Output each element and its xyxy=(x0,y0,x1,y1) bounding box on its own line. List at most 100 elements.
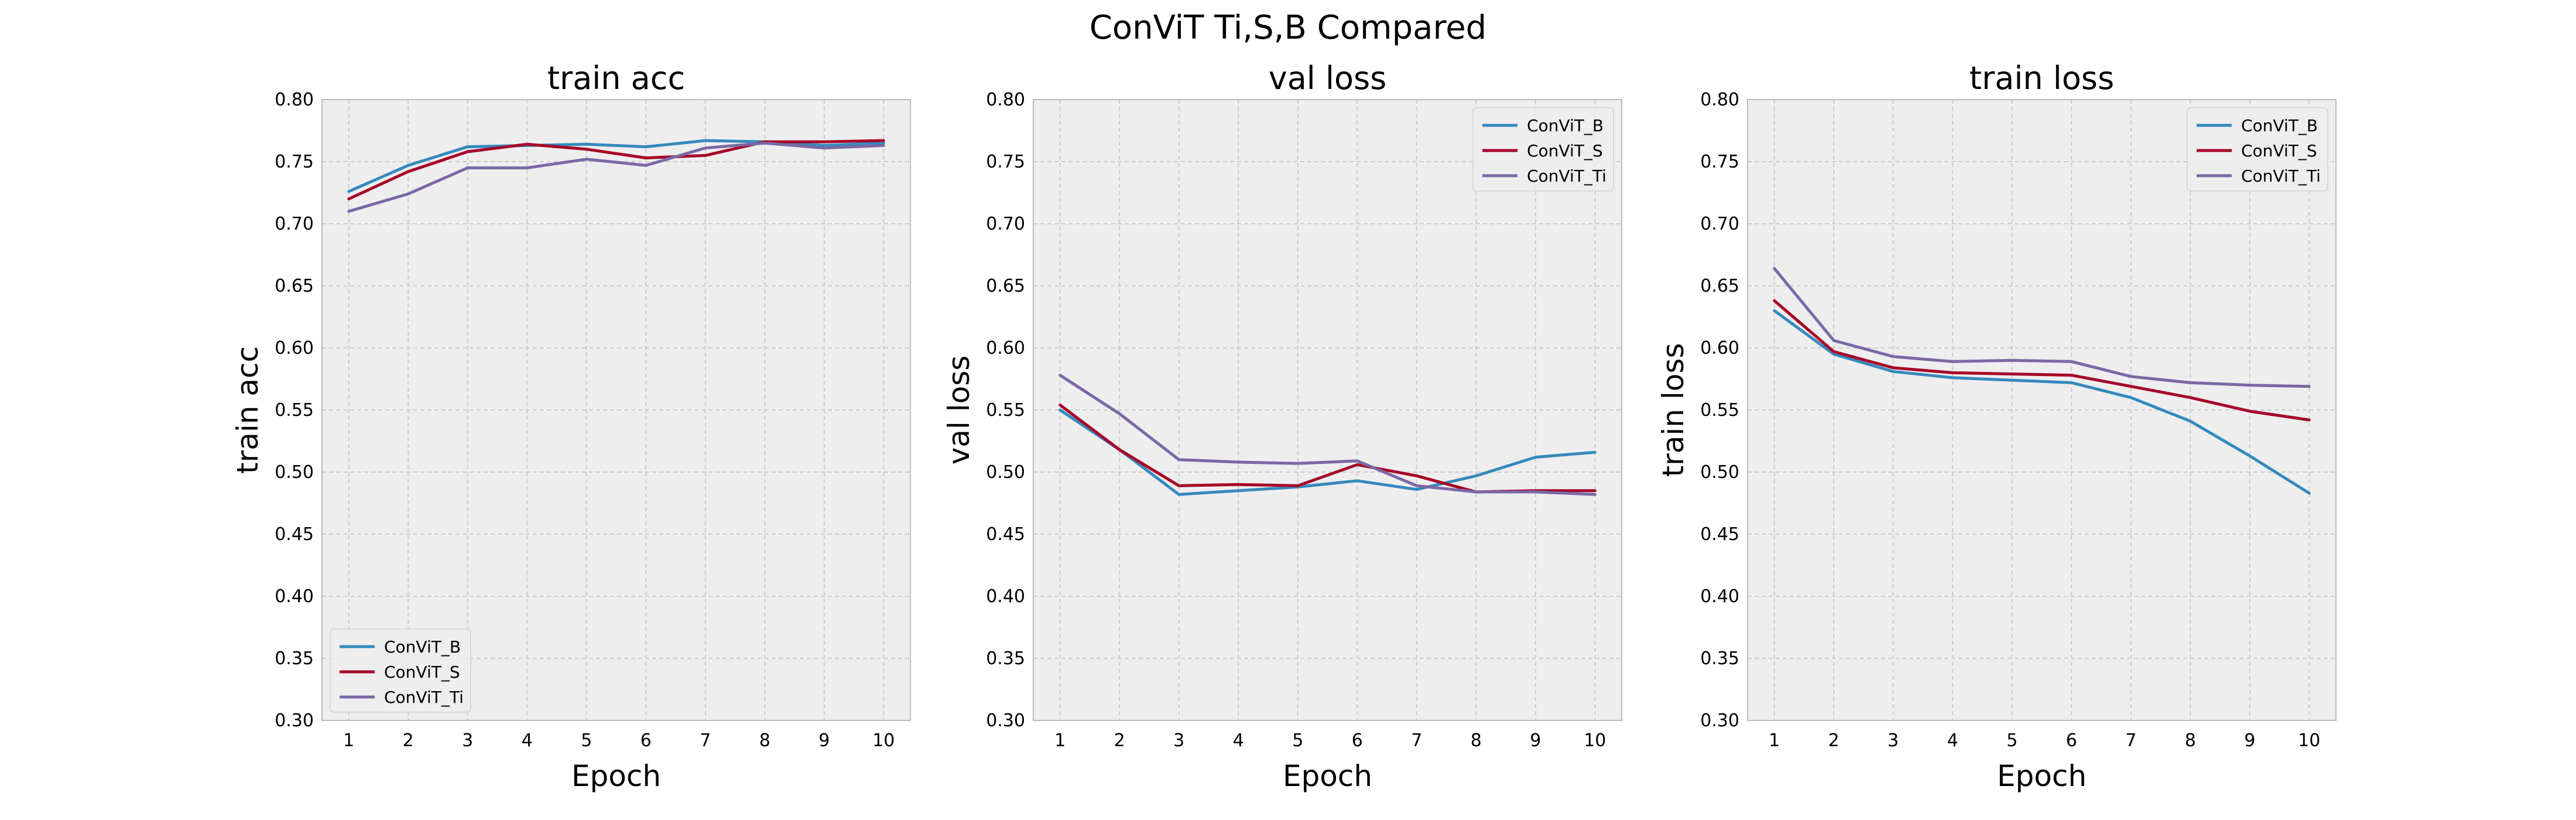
axes-frame xyxy=(1747,99,2337,721)
y-tick-label: 0.55 xyxy=(986,400,1025,421)
x-tick-label: 7 xyxy=(700,730,711,751)
series-line-convit-s xyxy=(347,139,885,201)
chart-title: train acc xyxy=(547,60,685,97)
y-tick-label: 0.45 xyxy=(1700,524,1739,545)
x-tick-label: 10 xyxy=(2298,730,2320,751)
y-axis-label: train loss xyxy=(1656,343,1690,477)
x-tick-label: 7 xyxy=(1411,730,1422,751)
x-tick-label: 2 xyxy=(1828,730,1839,751)
x-tick-label: 3 xyxy=(462,730,473,751)
x-tick-label: 8 xyxy=(2185,730,2196,751)
x-tick-label: 6 xyxy=(2066,730,2077,751)
y-tick-label: 0.40 xyxy=(1700,586,1739,607)
x-tick-label: 8 xyxy=(1471,730,1482,751)
x-tick-label: 1 xyxy=(1054,730,1066,751)
legend-label: ConViT_B xyxy=(2241,116,2318,135)
legend-box xyxy=(330,628,471,713)
x-tick-label: 1 xyxy=(1769,730,1780,751)
x-tick-label: 4 xyxy=(1947,730,1958,751)
y-axis-label: val loss xyxy=(942,356,976,465)
legend-label: ConViT_Ti xyxy=(2241,166,2321,186)
y-tick-label: 0.80 xyxy=(275,90,314,110)
x-axis-label: Epoch xyxy=(1997,759,2087,793)
y-tick-label: 0.70 xyxy=(986,214,1025,234)
legend-label: ConViT_S xyxy=(2241,141,2317,160)
y-tick-label: 0.80 xyxy=(986,90,1025,110)
y-tick-label: 0.60 xyxy=(986,338,1025,358)
y-tick-label: 0.75 xyxy=(986,152,1025,172)
y-tick-label: 0.60 xyxy=(275,338,314,358)
plot-area xyxy=(322,100,910,720)
y-tick-label: 0.50 xyxy=(986,462,1025,483)
x-tick-label: 9 xyxy=(1530,730,1541,751)
x-tick-label: 7 xyxy=(2125,730,2136,751)
x-tick-label: 6 xyxy=(1352,730,1363,751)
legend-label: ConViT_Ti xyxy=(384,688,464,707)
series-line-convit-ti xyxy=(1773,266,2311,388)
x-tick-label: 5 xyxy=(581,730,592,751)
y-tick-label: 0.50 xyxy=(275,462,314,483)
y-axis-label: train acc xyxy=(231,346,265,474)
y-tick-label: 0.75 xyxy=(275,152,314,172)
legend: ConViT_B ConViT_S ConViT_Ti xyxy=(330,628,471,713)
legend-label: ConViT_S xyxy=(384,662,460,682)
series-line-convit-s xyxy=(1773,299,2311,422)
axes-frame xyxy=(1033,99,1622,721)
x-tick-label: 6 xyxy=(640,730,652,751)
y-tick-label: 0.35 xyxy=(1700,648,1739,669)
x-tick-label: 8 xyxy=(759,730,770,751)
y-tick-label: 0.55 xyxy=(275,400,314,421)
x-tick-label: 1 xyxy=(343,730,354,751)
y-tick-label: 0.55 xyxy=(1700,400,1739,421)
x-tick-label: 9 xyxy=(2244,730,2255,751)
x-tick-label: 4 xyxy=(1233,730,1244,751)
x-tick-label: 2 xyxy=(1114,730,1125,751)
legend-label: ConViT_B xyxy=(384,637,461,657)
y-tick-label: 0.75 xyxy=(1700,152,1739,172)
legend-label: ConViT_B xyxy=(1527,116,1604,135)
x-axis-label: Epoch xyxy=(1283,759,1372,793)
x-tick-label: 3 xyxy=(1888,730,1899,751)
y-tick-label: 0.40 xyxy=(986,586,1025,607)
series-line-convit-ti xyxy=(1059,374,1597,496)
legend-label: ConViT_S xyxy=(1527,141,1603,160)
y-tick-label: 0.50 xyxy=(1700,462,1739,483)
y-tick-label: 0.70 xyxy=(1700,214,1739,234)
x-tick-label: 4 xyxy=(522,730,533,751)
y-tick-label: 0.35 xyxy=(275,648,314,669)
chart-panel-3: 0.30 0.35 0.40 0.45 0.50 0.55 0.60 0.65 0.70 0.75… xyxy=(1656,60,2337,793)
series-line-convit-b xyxy=(1059,408,1597,496)
x-tick-label: 10 xyxy=(1584,730,1606,751)
chart-title: val loss xyxy=(1269,60,1387,97)
legend-box xyxy=(2187,107,2328,192)
chart-title: train loss xyxy=(1969,60,2114,97)
axes-frame xyxy=(321,99,911,721)
x-tick-label: 10 xyxy=(872,730,895,751)
y-tick-label: 0.30 xyxy=(275,710,314,731)
x-tick-label: 9 xyxy=(818,730,830,751)
legend: ConViT_B ConViT_S ConViT_Ti xyxy=(2187,107,2328,192)
x-tick-label: 3 xyxy=(1173,730,1184,751)
y-tick-label: 0.45 xyxy=(986,524,1025,545)
x-tick-label: 2 xyxy=(403,730,414,751)
x-tick-label: 5 xyxy=(1292,730,1303,751)
legend-label: ConViT_Ti xyxy=(1527,166,1606,186)
legend-box xyxy=(1472,107,1614,192)
plot-area xyxy=(1033,100,1622,720)
figure-title: ConViT Ti,S,B Compared xyxy=(1090,9,1486,47)
y-tick-label: 0.30 xyxy=(1700,710,1739,731)
x-tick-label: 5 xyxy=(2006,730,2017,751)
y-tick-label: 0.30 xyxy=(986,710,1025,731)
y-tick-label: 0.60 xyxy=(1700,338,1739,358)
y-tick-label: 0.65 xyxy=(986,276,1025,296)
legend: ConViT_B ConViT_S ConViT_Ti xyxy=(1472,107,1614,192)
x-axis-label: Epoch xyxy=(571,759,661,793)
series-line-convit-b xyxy=(347,139,885,193)
y-tick-label: 0.65 xyxy=(275,276,314,296)
chart-panel-2: 0.30 0.35 0.40 0.45 0.50 0.55 0.60 0.65 0.70 0.75… xyxy=(942,60,1622,793)
y-tick-label: 0.40 xyxy=(275,586,314,607)
y-tick-label: 0.45 xyxy=(275,524,314,545)
y-tick-label: 0.80 xyxy=(1700,90,1739,110)
series-line-convit-ti xyxy=(347,141,885,213)
